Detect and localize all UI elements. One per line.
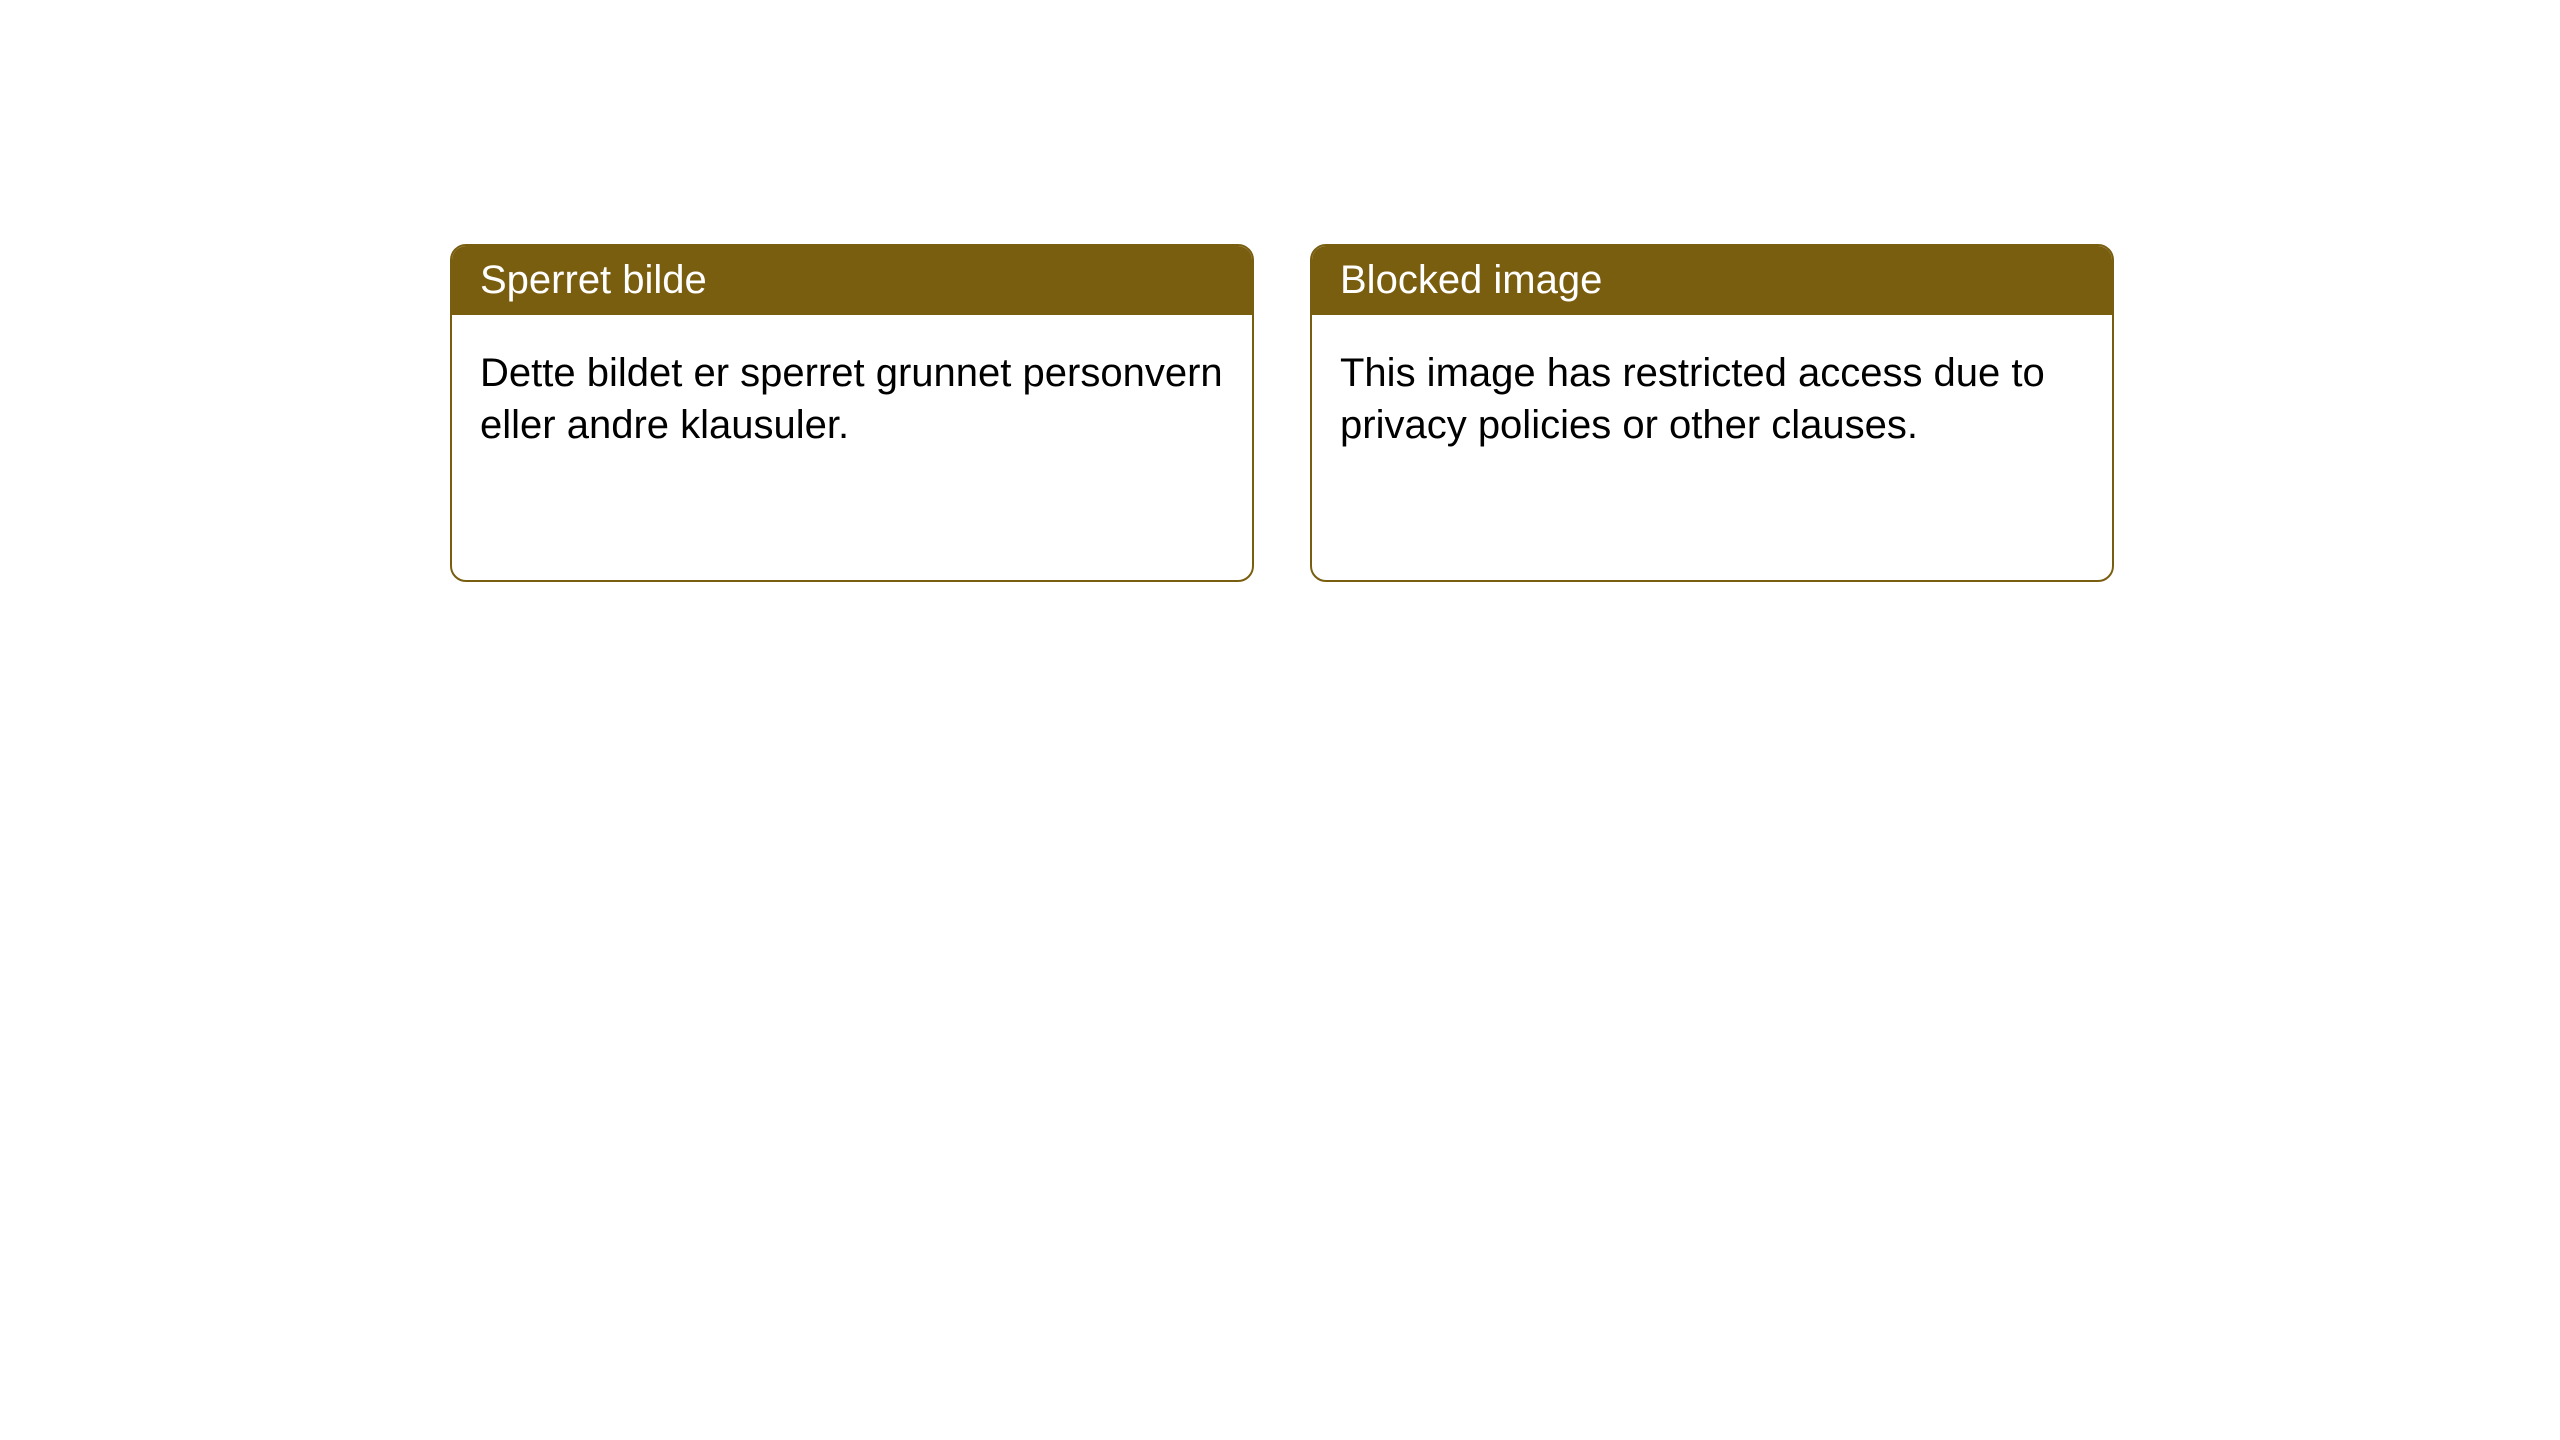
notice-title: Sperret bilde — [480, 258, 707, 302]
notice-body: This image has restricted access due to … — [1312, 315, 2112, 483]
notice-message: Dette bildet er sperret grunnet personve… — [480, 351, 1223, 447]
notice-container: Sperret bilde Dette bildet er sperret gr… — [0, 0, 2560, 582]
notice-body: Dette bildet er sperret grunnet personve… — [452, 315, 1252, 483]
notice-box-english: Blocked image This image has restricted … — [1310, 244, 2114, 582]
notice-header: Sperret bilde — [452, 246, 1252, 315]
notice-title: Blocked image — [1340, 258, 1602, 302]
notice-message: This image has restricted access due to … — [1340, 351, 2045, 447]
notice-header: Blocked image — [1312, 246, 2112, 315]
notice-box-norwegian: Sperret bilde Dette bildet er sperret gr… — [450, 244, 1254, 582]
